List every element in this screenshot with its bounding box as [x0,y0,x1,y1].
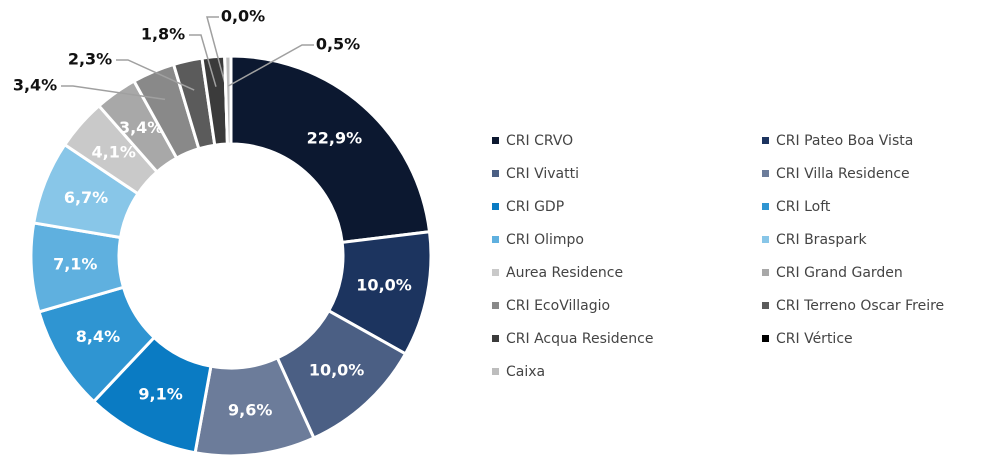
data-label: 6,7% [64,188,108,207]
slice [223,54,233,146]
legend-label: Aurea Residence [506,265,623,281]
legend-swatch [762,170,769,177]
data-label: 7,1% [53,255,97,274]
legend-label: CRI Loft [776,199,831,215]
data-label: 2,3% [68,50,112,69]
legend-swatch [492,236,499,243]
data-label: 3,4% [119,118,163,137]
legend-swatch [762,203,769,210]
legend-swatch [492,203,499,210]
leader-line [189,34,217,87]
legend-label: CRI CRVO [506,133,573,149]
legend-swatch [762,236,769,243]
legend-label: CRI EcoVillagio [506,298,610,314]
leader-line [61,85,166,101]
leader-line [116,59,195,91]
data-label: 9,6% [228,400,272,419]
data-label: 8,4% [76,327,120,346]
data-label: 10,0% [309,360,365,379]
legend-label: CRI Villa Residence [776,166,910,182]
data-label: 0,0% [221,7,265,26]
legend-swatch [762,335,769,342]
data-label: 3,4% [13,76,57,95]
data-label: 10,0% [356,276,412,295]
legend-label: Caixa [506,364,545,380]
leader-line [227,44,314,87]
legend-swatch [762,269,769,276]
legend-label: CRI Vértice [776,331,853,347]
legend-label: CRI Terreno Oscar Freire [776,298,944,314]
data-label: 22,9% [307,129,363,148]
data-label: 9,1% [138,385,182,404]
legend-label: CRI Pateo Boa Vista [776,133,913,149]
legend-label: CRI GDP [506,199,564,215]
legend-swatch [492,170,499,177]
slice [229,54,432,245]
legend-label: CRI Olimpo [506,232,584,248]
data-label: 1,8% [141,25,185,44]
legend-swatch [492,302,499,309]
legend-label: CRI Acqua Residence [506,331,653,347]
data-label: 0,5% [316,35,360,54]
legend-swatch [492,368,499,375]
legend-swatch [762,302,769,309]
legend-swatch [492,137,499,144]
legend-label: CRI Vivatti [506,166,579,182]
legend-label: CRI Grand Garden [776,265,903,281]
legend-swatch [762,137,769,144]
data-label: 4,1% [92,143,136,162]
legend-swatch [492,335,499,342]
legend-swatch [492,269,499,276]
legend-label: CRI Braspark [776,232,868,248]
leader-line [206,16,227,87]
